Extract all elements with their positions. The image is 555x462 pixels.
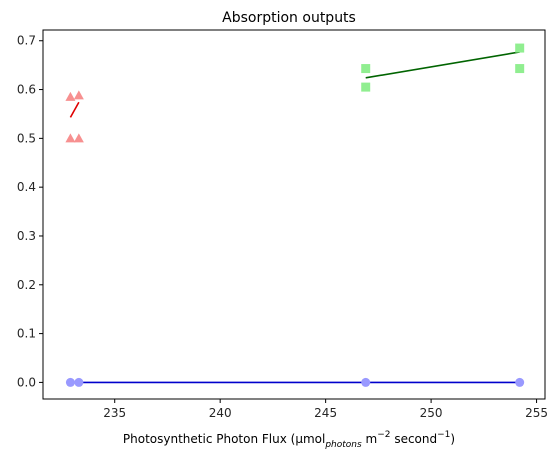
- triangle-marker: [73, 133, 84, 143]
- circle-marker: [361, 377, 371, 387]
- y-tick-label: 0.7: [17, 34, 36, 48]
- square-marker: [361, 82, 371, 92]
- data-points: [65, 43, 525, 387]
- y-tick-label: 0.4: [17, 180, 36, 194]
- chart-title: Absorption outputs: [222, 10, 356, 26]
- fit-line-1: [365, 51, 520, 79]
- triangle-marker: [65, 91, 76, 101]
- circle-marker: [515, 377, 525, 387]
- y-tick-label: 0.5: [17, 131, 36, 145]
- x-tick-label: 250: [420, 406, 443, 420]
- fit-line-0: [69, 101, 80, 118]
- y-tick-label: 0.1: [17, 327, 36, 341]
- square-marker: [361, 64, 371, 74]
- x-axis-label: Photosynthetic Photon Flux (µmolphotons …: [123, 430, 455, 450]
- x-tick-label: 245: [314, 406, 337, 420]
- circle-marker: [65, 377, 75, 387]
- y-axis: 0.0 0.1 0.2 0.3 0.4 0.5 0.6 0.7: [17, 34, 43, 389]
- y-tick-label: 0.6: [17, 83, 36, 97]
- circle-marker: [74, 377, 84, 387]
- y-tick-label: 0.0: [17, 375, 36, 389]
- x-tick-label: 235: [103, 406, 126, 420]
- square-marker: [515, 64, 525, 74]
- square-marker: [515, 43, 525, 53]
- triangle-marker: [73, 90, 84, 100]
- x-axis: 235 240 245 250 255: [103, 399, 548, 420]
- x-tick-label: 240: [209, 406, 232, 420]
- y-tick-label: 0.3: [17, 229, 36, 243]
- x-tick-label: 255: [525, 406, 548, 420]
- plot-frame: [42, 29, 546, 400]
- triangle-marker: [65, 133, 76, 143]
- fit-lines: [69, 51, 520, 384]
- y-tick-label: 0.2: [17, 278, 36, 292]
